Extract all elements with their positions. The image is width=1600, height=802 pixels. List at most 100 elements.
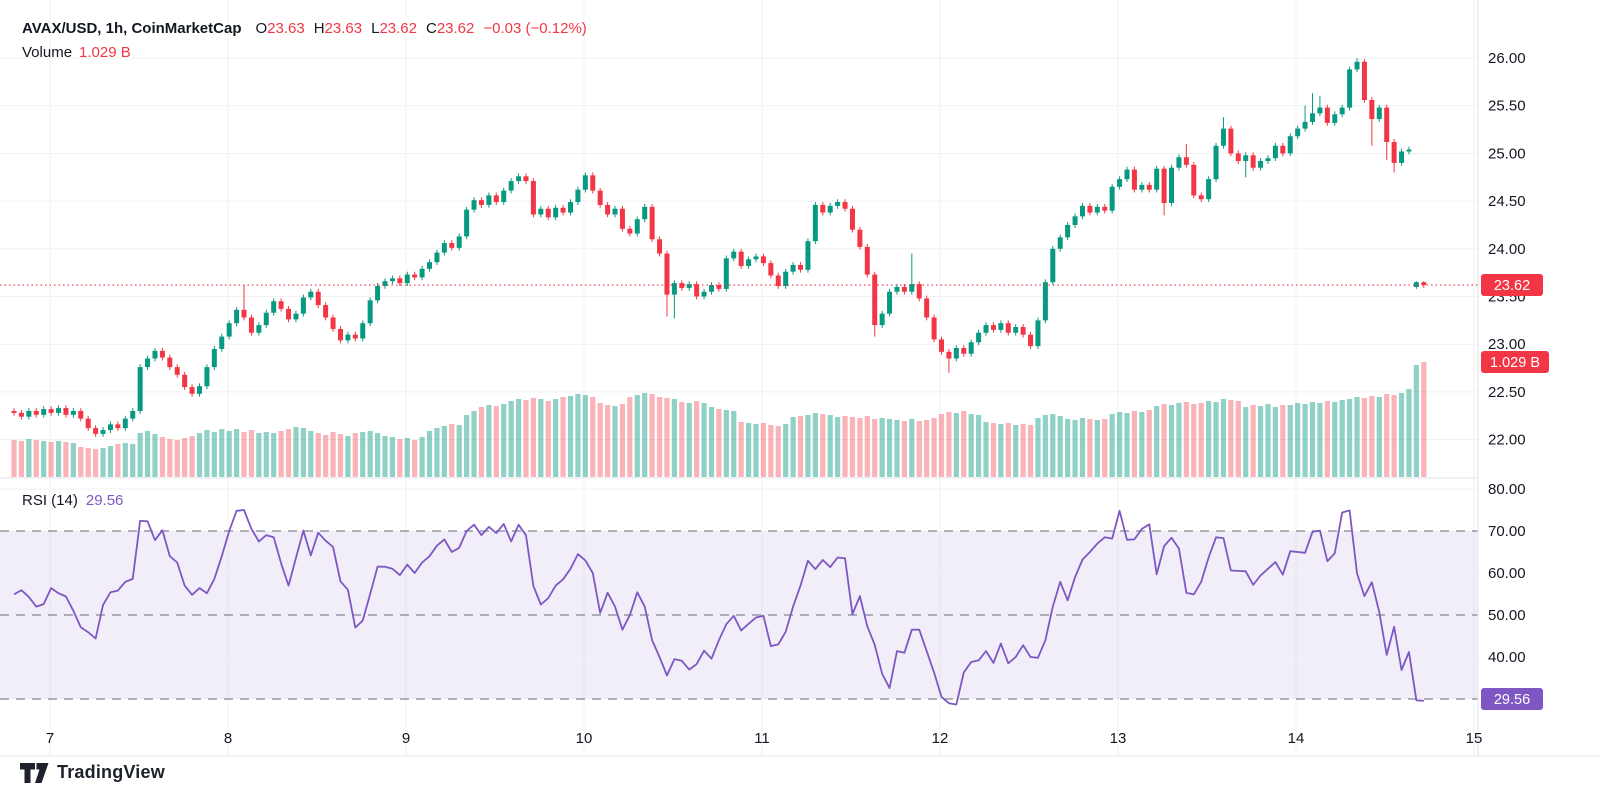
candle-body (1310, 113, 1315, 122)
candle-body (590, 175, 596, 191)
candle-body (768, 263, 774, 276)
volume-bar (308, 431, 314, 477)
candle-body (427, 262, 433, 269)
candle-body (909, 284, 915, 292)
candle-body (1176, 157, 1182, 168)
volume-bar (1257, 406, 1264, 477)
volume-bar (1102, 419, 1108, 477)
rsi-label[interactable]: RSI (14) (22, 492, 78, 509)
candle-body (953, 348, 959, 359)
candle-body (286, 308, 292, 320)
volume-header: Volume 1.029 B (22, 44, 131, 61)
time-axis-label: 14 (1288, 730, 1305, 747)
candle-body (1057, 237, 1063, 249)
volume-bar (731, 411, 737, 477)
candle-body (26, 410, 32, 417)
last-price-badge (1481, 274, 1543, 297)
time-axis-label: 10 (576, 730, 593, 747)
candle-body (1272, 145, 1278, 159)
candle-body (293, 313, 299, 320)
candle-body (627, 228, 633, 234)
candle-body (100, 430, 106, 434)
candle-body (738, 251, 744, 266)
candle-body (1354, 61, 1360, 70)
volume-badge-text: 1.029 B (1490, 355, 1540, 371)
candle-body (1332, 114, 1338, 123)
candle-body (219, 336, 225, 349)
volume-bar (337, 434, 344, 477)
volume-bar (41, 441, 47, 477)
volume-bar (1183, 402, 1189, 477)
volume-bar (909, 419, 915, 477)
volume-bar (152, 434, 158, 477)
candle-body (671, 283, 677, 295)
volume-bar (1391, 395, 1397, 477)
candle-body (1042, 282, 1048, 321)
volume-bar (827, 415, 833, 477)
candle-body (56, 408, 62, 413)
volume-bar (664, 398, 670, 477)
candle-body (189, 387, 195, 394)
candle-body (805, 241, 811, 270)
volume-bar (1013, 425, 1019, 477)
candle-body (375, 286, 381, 301)
tradingview-logo[interactable]: TradingView (20, 762, 165, 783)
volume-bar (783, 424, 789, 477)
candle-body (790, 265, 796, 272)
volume-bar (612, 406, 618, 477)
volume-bar (1406, 389, 1412, 477)
volume-label[interactable]: Volume (22, 44, 73, 61)
volume-bar (248, 430, 255, 477)
volume-bar (1109, 414, 1115, 477)
candle-body (197, 386, 202, 394)
candle-body (753, 256, 759, 260)
candle-body (1265, 158, 1271, 162)
candle-body (1079, 205, 1085, 217)
candle-body (345, 334, 351, 341)
volume-bar (426, 431, 433, 477)
volume-bar (234, 429, 240, 477)
volume-bar (686, 403, 692, 477)
volume-bar (864, 416, 870, 477)
volume-bar (389, 437, 396, 477)
candle-body (478, 200, 484, 205)
candle-body (849, 208, 855, 230)
volume-bar (26, 439, 32, 477)
volume-bar (1347, 399, 1353, 477)
volume-bar (367, 431, 373, 477)
price-axis-label: 25.00 (1488, 145, 1526, 162)
candle-body (1169, 167, 1175, 204)
candle-body (323, 305, 329, 318)
candle-body (1206, 179, 1212, 200)
volume-bar (211, 432, 217, 477)
candle-body (872, 274, 878, 326)
volume-bar (790, 417, 796, 477)
candle-body (931, 317, 937, 340)
volume-bar (263, 432, 269, 477)
symbol-title[interactable]: AVAX/USD, 1h, CoinMarketCap (22, 20, 242, 37)
candle-body (568, 202, 573, 213)
volume-bar (1309, 402, 1316, 477)
candle-body (760, 256, 766, 264)
candle-body (434, 252, 440, 263)
candle-body (256, 325, 262, 333)
volume-bar (1228, 400, 1234, 477)
candle-body (582, 175, 588, 190)
candle-body (1087, 205, 1093, 213)
volume-bar (1287, 405, 1293, 477)
volume-bar (738, 422, 744, 477)
candle-body (412, 274, 418, 278)
volume-bar (857, 418, 863, 477)
volume-bar (1191, 404, 1197, 477)
candle-body (63, 408, 69, 415)
candle-body (271, 301, 277, 313)
candle-body (1013, 327, 1019, 333)
candle-body (330, 317, 336, 329)
volume-bar (115, 444, 121, 477)
candle-body (382, 281, 388, 287)
candle-body (1131, 169, 1137, 190)
candle-body (41, 409, 47, 415)
volume-bar (441, 426, 447, 477)
